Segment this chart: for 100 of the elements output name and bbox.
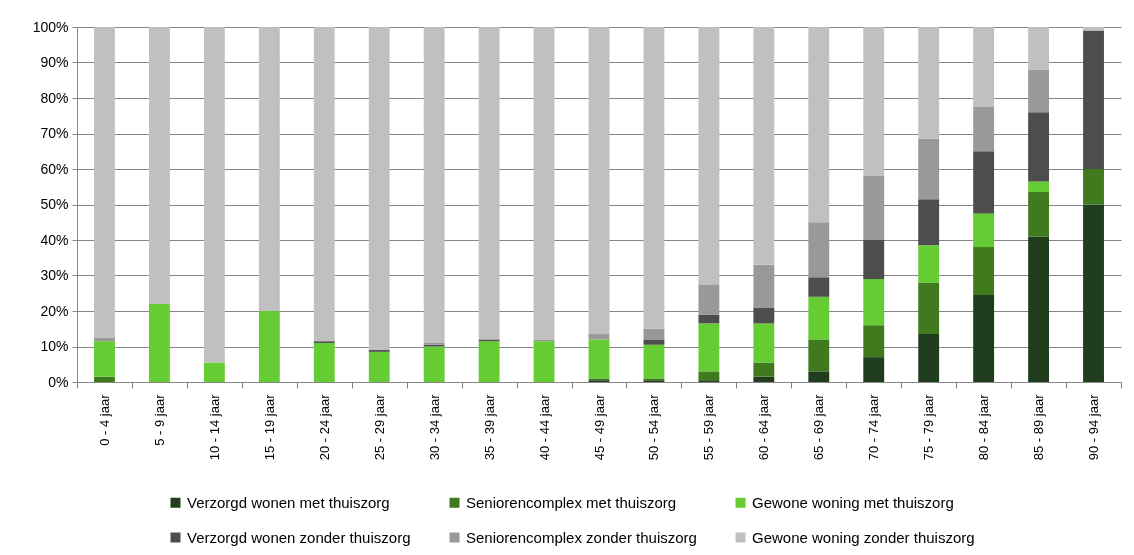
bar: [808, 277, 830, 297]
bar: [808, 296, 830, 340]
bar: [148, 303, 170, 382]
x-tick-label: 45 - 49 jaar: [591, 393, 607, 461]
legend-label: Gewone woning zonder thuiszorg: [752, 528, 975, 546]
bar: [918, 245, 940, 283]
x-tick-label: 10 - 14 jaar: [206, 393, 222, 461]
y-tick-label: 80%: [40, 89, 69, 106]
bar: [918, 282, 940, 335]
legend-label: Gewone woning met thuiszorg: [752, 493, 954, 511]
bar: [808, 371, 830, 382]
y-tick-label: 20%: [40, 302, 69, 319]
bar: [918, 27, 940, 139]
y-tick-label: 50%: [40, 196, 69, 212]
bar: [918, 334, 940, 382]
x-tick-label: 25 - 29 jaar: [371, 393, 387, 461]
y-tick-label: 10%: [40, 338, 69, 354]
bar: [973, 27, 995, 107]
bar: [478, 341, 500, 382]
bar: [94, 27, 115, 338]
bar: [368, 351, 390, 382]
bar: [808, 339, 830, 372]
x-tick-label: 80 - 84 jaar: [976, 393, 992, 461]
bar: [808, 222, 830, 278]
bar: [368, 27, 390, 351]
bar: [918, 138, 940, 200]
bar: [698, 371, 720, 381]
bar: [863, 279, 885, 326]
bar: [258, 311, 280, 382]
bar: [478, 27, 500, 340]
bar: [918, 199, 940, 246]
bar: [1028, 27, 1050, 70]
bar: [1083, 27, 1104, 31]
x-tick-label: 90 - 94 jaar: [1086, 393, 1102, 461]
bar: [863, 240, 885, 280]
bar: [203, 362, 225, 382]
x-tick-label: 85 - 89 jaar: [1031, 393, 1047, 461]
bar: [863, 27, 885, 177]
bar: [643, 328, 665, 340]
bar: [698, 314, 720, 324]
bar: [698, 323, 720, 372]
bar: [753, 376, 775, 382]
bar: [863, 357, 885, 382]
bar: [533, 341, 555, 382]
bar: [1028, 181, 1050, 193]
bar: [423, 27, 445, 343]
y-tick-label: 30%: [40, 267, 69, 283]
y-tick-label: 90%: [40, 54, 69, 70]
x-tick-label: 5 - 9 jaar: [151, 393, 167, 446]
x-tick-label: 30 - 34 jaar: [426, 393, 442, 461]
y-tick-label: 0%: [48, 373, 69, 390]
bar: [643, 27, 665, 329]
bar: [973, 247, 995, 296]
bar: [423, 346, 445, 382]
bar: [258, 27, 280, 311]
bar: [698, 284, 720, 315]
bar: [1028, 69, 1050, 113]
bar: [973, 151, 995, 214]
bar: [203, 27, 225, 363]
legend-label: Verzorgd wonen met thuiszorg: [187, 493, 390, 511]
bar: [588, 334, 610, 340]
bar: [753, 307, 775, 324]
bar: [1028, 236, 1050, 382]
legend-label: Seniorencomplex zonder thuiszorg: [466, 528, 697, 546]
x-tick-label: 40 - 44 jaar: [536, 393, 552, 461]
bar: [643, 339, 665, 345]
x-tick-label: 0 - 4 jaar: [96, 393, 112, 446]
legend-label: Verzorgd wonen zonder thuiszorg: [187, 528, 411, 546]
legend-label: Seniorencomplex met thuiszorg: [466, 493, 677, 511]
x-tick-label: 60 - 64 jaar: [756, 393, 772, 461]
x-tick-label: 35 - 39 jaar: [481, 393, 497, 461]
x-tick-label: 55 - 59 jaar: [701, 393, 717, 461]
bar: [973, 213, 995, 248]
bar: [698, 27, 720, 285]
bar: [1083, 30, 1104, 169]
bar: [313, 342, 335, 382]
bar: [1028, 192, 1050, 237]
x-tick-label: 15 - 19 jaar: [261, 393, 277, 461]
bar: [588, 27, 610, 335]
bar: [1083, 169, 1104, 205]
bar: [808, 27, 830, 223]
y-tick-label: 60%: [40, 160, 69, 177]
x-tick-label: 70 - 74 jaar: [866, 393, 882, 461]
bar: [863, 176, 885, 240]
bar: [753, 362, 775, 377]
bar: [753, 323, 775, 363]
x-tick-label: 75 - 79 jaar: [921, 393, 937, 461]
bar: [313, 27, 335, 342]
bar: [753, 264, 775, 308]
bar: [753, 27, 775, 265]
bar: [533, 27, 555, 340]
bar: [148, 27, 170, 304]
x-tick-label: 65 - 69 jaar: [811, 393, 827, 461]
bar: [1028, 112, 1050, 182]
x-tick-label: 20 - 24 jaar: [316, 393, 332, 461]
bar: [588, 339, 610, 379]
bar: [94, 376, 115, 382]
bar: [643, 344, 665, 379]
bar: [1083, 204, 1104, 382]
bar: [973, 106, 995, 152]
